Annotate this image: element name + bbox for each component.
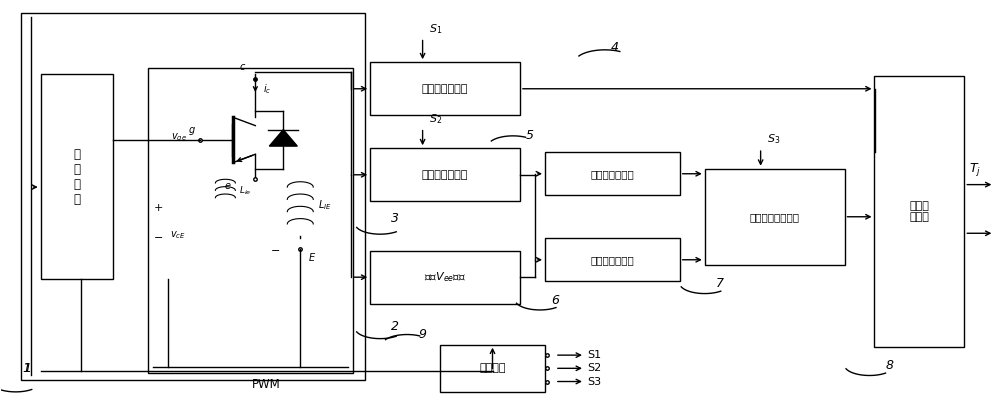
Text: e: e — [224, 181, 230, 191]
Text: $T_j$: $T_j$ — [969, 162, 981, 178]
FancyBboxPatch shape — [370, 251, 520, 304]
Text: 集射极电压采集: 集射极电压采集 — [422, 84, 468, 94]
Text: 5: 5 — [526, 129, 534, 142]
Text: S3: S3 — [587, 376, 601, 386]
Text: 2: 2 — [391, 320, 399, 333]
Text: 终点时基比较器: 终点时基比较器 — [590, 255, 634, 265]
Text: g: g — [189, 125, 195, 135]
Text: 起点时基比较器: 起点时基比较器 — [590, 169, 634, 179]
Text: −: − — [271, 245, 280, 256]
Text: 控制单元: 控制单元 — [479, 363, 506, 373]
Text: 结温计
算单元: 结温计 算单元 — [909, 201, 929, 222]
Text: +: + — [154, 203, 163, 212]
Text: $v_{cE}$: $v_{cE}$ — [170, 229, 186, 241]
Text: 延迟时间计算单元: 延迟时间计算单元 — [750, 212, 800, 222]
Text: $L_{IE}$: $L_{IE}$ — [318, 199, 332, 212]
FancyBboxPatch shape — [705, 169, 845, 265]
Text: S2: S2 — [587, 363, 601, 373]
Text: $i_c$: $i_c$ — [263, 82, 272, 96]
Polygon shape — [269, 130, 297, 146]
Text: $S_3$: $S_3$ — [767, 132, 780, 146]
FancyBboxPatch shape — [545, 238, 680, 281]
Text: 1: 1 — [23, 363, 31, 376]
Text: 7: 7 — [716, 277, 724, 290]
FancyBboxPatch shape — [440, 345, 545, 392]
Text: 6: 6 — [551, 293, 559, 307]
Text: 9: 9 — [418, 328, 426, 341]
Text: $S_1$: $S_1$ — [429, 22, 442, 35]
FancyBboxPatch shape — [370, 148, 520, 201]
FancyBboxPatch shape — [874, 76, 964, 347]
Text: 1: 1 — [24, 363, 32, 376]
Text: −: − — [154, 233, 163, 243]
Text: 3: 3 — [391, 212, 399, 225]
Text: $L_{ie}$: $L_{ie}$ — [239, 184, 252, 196]
Text: 电压$V_{ee}$采集: 电压$V_{ee}$采集 — [424, 270, 466, 284]
FancyBboxPatch shape — [21, 13, 365, 380]
Text: 8: 8 — [885, 359, 893, 372]
Text: 集电极电流采集: 集电极电流采集 — [422, 170, 468, 180]
FancyBboxPatch shape — [370, 62, 520, 115]
Text: 驱
动
电
路: 驱 动 电 路 — [73, 148, 80, 206]
Text: PWM: PWM — [252, 378, 281, 390]
FancyBboxPatch shape — [148, 68, 353, 374]
Text: c: c — [240, 62, 245, 72]
Text: E: E — [308, 253, 314, 263]
Text: S1: S1 — [587, 350, 601, 360]
Text: $S_2$: $S_2$ — [429, 112, 442, 126]
FancyBboxPatch shape — [545, 152, 680, 195]
Text: $v_{ge}$: $v_{ge}$ — [171, 132, 187, 144]
FancyBboxPatch shape — [41, 74, 113, 279]
Text: 4: 4 — [611, 41, 619, 54]
